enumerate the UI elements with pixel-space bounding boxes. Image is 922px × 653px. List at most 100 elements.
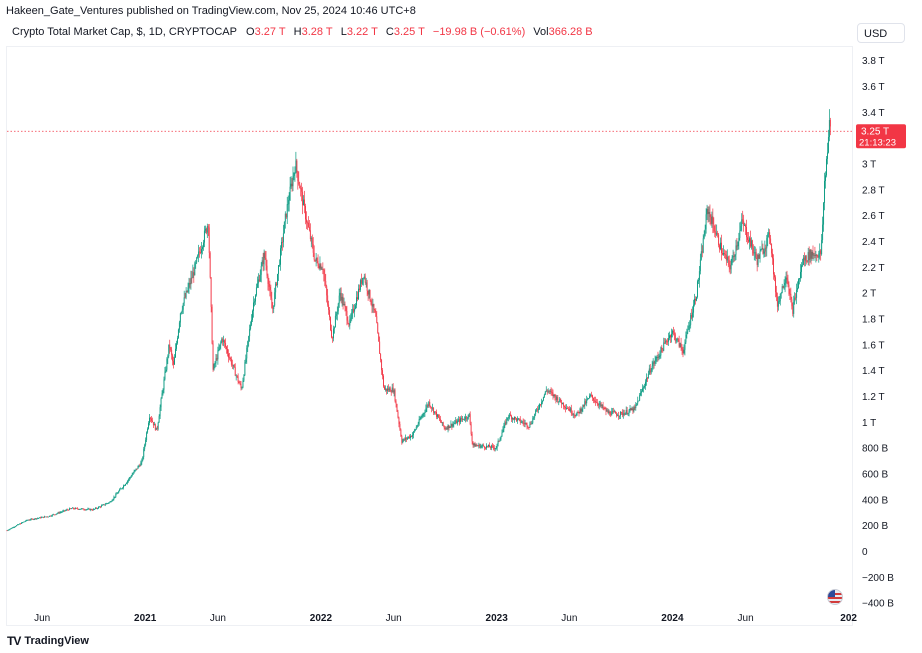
- candle-body: [688, 325, 690, 330]
- candle-body: [687, 329, 689, 332]
- low-value: 3.22 T: [346, 26, 378, 38]
- candle-body: [537, 409, 539, 411]
- candle-body: [156, 427, 158, 429]
- candle-body: [429, 401, 431, 407]
- candle-body: [823, 202, 825, 225]
- candle-body: [744, 225, 746, 227]
- candle-body: [721, 242, 722, 254]
- candle-body: [35, 518, 37, 520]
- candle-body: [778, 301, 780, 303]
- candle-body: [132, 473, 134, 475]
- candle-body: [461, 418, 462, 420]
- candle-body: [694, 298, 696, 305]
- candle-body: [192, 272, 194, 279]
- candle-body: [520, 422, 522, 424]
- candle-body: [111, 500, 113, 502]
- candle-body: [153, 424, 155, 426]
- us-flag-icon[interactable]: [827, 589, 843, 605]
- candle-body: [244, 362, 246, 376]
- candle-body: [376, 316, 378, 324]
- candle-body: [134, 470, 136, 472]
- candle-body: [452, 424, 454, 427]
- candle-body: [438, 417, 440, 419]
- candle-body: [620, 411, 622, 413]
- candle-body: [610, 414, 612, 416]
- candle-body: [61, 511, 63, 513]
- candle-body: [622, 413, 624, 416]
- candle-body: [350, 317, 352, 320]
- candle-body: [725, 254, 727, 261]
- candle-body: [702, 238, 704, 253]
- candle-body: [766, 238, 768, 249]
- candle-body: [396, 403, 398, 412]
- candle-body: [772, 253, 774, 259]
- candle-body: [577, 411, 579, 413]
- x-tick-label: 2022: [310, 613, 333, 624]
- candle-body: [410, 435, 411, 438]
- tradingview-brand[interactable]: TV TradingView: [7, 634, 89, 648]
- candle-body: [724, 254, 726, 256]
- candle-body: [535, 410, 537, 414]
- candle-body: [817, 256, 819, 258]
- x-tick-label: 2021: [134, 613, 157, 624]
- candle-body: [249, 329, 251, 337]
- candle-body: [707, 209, 709, 214]
- candle-body: [288, 200, 290, 205]
- candle-body: [358, 288, 360, 290]
- candle-body: [29, 519, 31, 521]
- candle-body: [123, 485, 124, 488]
- candle-body: [137, 466, 139, 469]
- candle-body: [730, 264, 732, 270]
- candle-body: [368, 289, 370, 295]
- candle-body: [43, 516, 45, 518]
- candle-body: [593, 400, 595, 402]
- candle-body: [402, 440, 404, 443]
- candle-body: [337, 303, 339, 312]
- candle-body: [245, 358, 247, 363]
- candle-body: [552, 392, 554, 397]
- candle-body: [66, 509, 68, 511]
- candle-body: [797, 288, 799, 290]
- candle-body: [94, 508, 96, 510]
- candle-body: [354, 308, 356, 312]
- candle-body: [349, 319, 351, 326]
- candle-body: [259, 274, 261, 282]
- candle-body: [600, 403, 602, 407]
- candle-body: [12, 527, 14, 529]
- candle-body: [680, 343, 682, 348]
- candle-body: [476, 445, 478, 447]
- candle-body: [828, 120, 830, 138]
- candle-body: [642, 388, 644, 392]
- candle-body: [748, 239, 749, 242]
- candle-body: [445, 428, 447, 430]
- candle-body: [695, 298, 696, 301]
- candle-body: [488, 445, 490, 448]
- candle-body: [171, 349, 173, 356]
- candle-body: [762, 247, 764, 254]
- candle-body: [253, 302, 254, 311]
- candle-body: [373, 303, 375, 310]
- candle-body: [649, 368, 651, 373]
- candle-body: [806, 261, 808, 263]
- candle-body: [550, 390, 552, 392]
- candle-body: [258, 279, 260, 282]
- candle-body: [190, 277, 192, 285]
- candle-body: [774, 274, 775, 278]
- candle-body: [78, 509, 80, 511]
- y-tick-label: 2.4 T: [862, 237, 885, 248]
- candle-body: [314, 259, 316, 261]
- candle-body: [701, 251, 703, 253]
- candle-body: [42, 516, 44, 518]
- candle-body: [91, 509, 93, 511]
- candle-body: [218, 348, 220, 351]
- candle-body: [10, 528, 12, 530]
- candle-body: [316, 257, 318, 262]
- candle-body: [208, 227, 210, 253]
- candle-body: [14, 526, 16, 528]
- candle-body: [829, 120, 831, 127]
- candle-body: [521, 421, 523, 423]
- currency-selector[interactable]: USD: [857, 23, 905, 43]
- candle-body: [557, 397, 559, 402]
- candle-body: [441, 422, 443, 424]
